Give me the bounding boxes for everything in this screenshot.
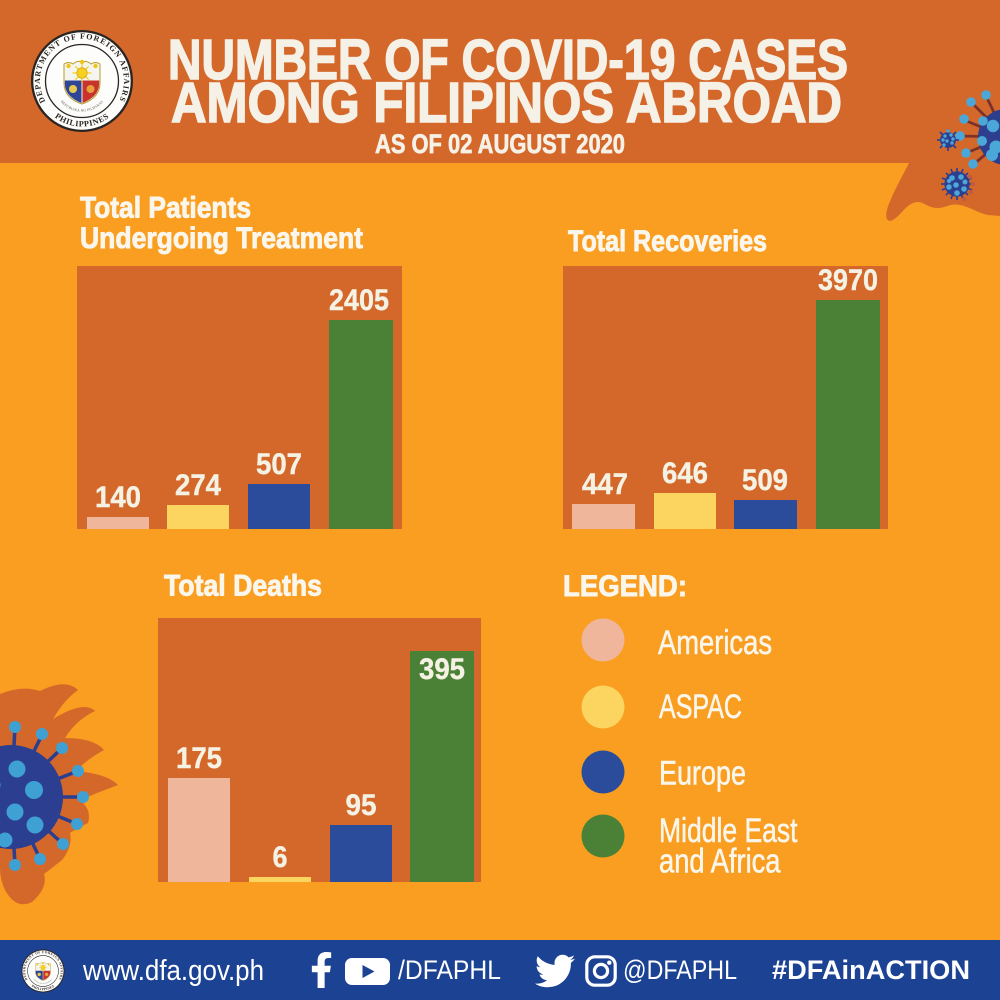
svg-text:2405: 2405 [329, 284, 389, 317]
svg-text:AS OF 02 AUGUST 2020: AS OF 02 AUGUST 2020 [375, 129, 625, 159]
svg-text:@DFAPHL: @DFAPHL [623, 955, 737, 985]
svg-text:NUMBER OF COVID-19 CASES: NUMBER OF COVID-19 CASES [168, 28, 848, 92]
svg-text:#DFAinACTION: #DFAinACTION [772, 955, 970, 985]
svg-text:175: 175 [176, 742, 222, 775]
svg-text:95: 95 [346, 789, 377, 822]
svg-text:3970: 3970 [818, 264, 878, 297]
svg-text:www.dfa.gov.ph: www.dfa.gov.ph [82, 955, 264, 987]
svg-text:and Africa: and Africa [659, 843, 781, 881]
svg-text:646: 646 [662, 457, 708, 490]
svg-text:395: 395 [419, 653, 465, 686]
svg-text:Europe: Europe [659, 755, 746, 793]
svg-text:447: 447 [582, 468, 628, 501]
svg-text:6: 6 [273, 841, 288, 874]
svg-text:509: 509 [742, 464, 788, 497]
svg-text:507: 507 [256, 448, 302, 481]
svg-text:/DFAPHL: /DFAPHL [398, 955, 501, 985]
svg-text:274: 274 [175, 469, 221, 502]
svg-text:Total Recoveries: Total Recoveries [568, 225, 767, 258]
svg-text:Total Patients: Total Patients [80, 192, 251, 225]
svg-text:Americas: Americas [658, 624, 772, 662]
svg-text:Total Deaths: Total Deaths [164, 570, 322, 603]
svg-text:AMONG FILIPINOS ABROAD: AMONG FILIPINOS ABROAD [171, 71, 842, 135]
svg-text:Undergoing Treatment: Undergoing Treatment [80, 222, 363, 255]
svg-text:ASPAC: ASPAC [659, 688, 742, 726]
svg-text:Middle East: Middle East [659, 812, 798, 850]
svg-text:140: 140 [95, 481, 141, 514]
svg-text:LEGEND:: LEGEND: [563, 570, 687, 603]
